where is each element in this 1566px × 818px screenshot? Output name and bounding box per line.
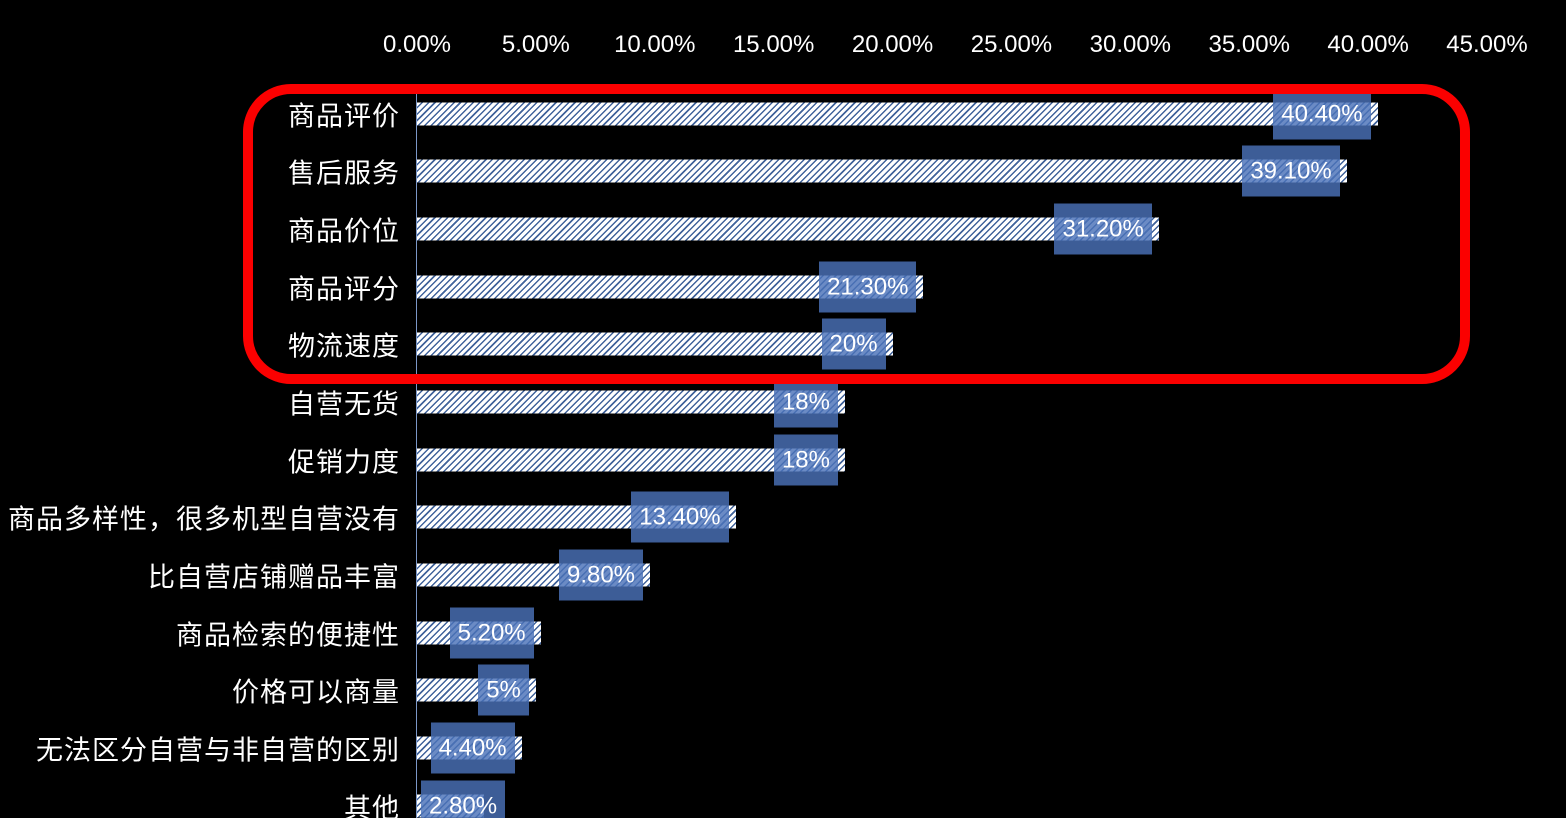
x-axis-tick-label: 0.00% [382,31,452,58]
x-axis-tick-label: 10.00% [614,31,696,58]
x-axis-tick-label: 45.00% [1446,31,1528,58]
value-label: 5% [478,664,529,716]
bar-row: 比自营店铺赠品丰富 9.80% [0,546,1566,604]
bar-row: 物流速度 20% [0,316,1566,374]
category-label: 商品价位 [288,216,400,247]
category-label: 其他 [344,793,400,818]
bar [417,217,1159,241]
bar [417,102,1378,126]
bar [417,159,1347,183]
category-label: 商品评价 [288,101,400,132]
category-label: 自营无货 [288,389,400,420]
category-label: 比自营店铺赠品丰富 [148,562,400,593]
bar-row: 促销力度 18% [0,431,1566,489]
value-label: 4.40% [430,722,515,774]
value-label: 40.40% [1273,88,1371,140]
bar-row: 售后服务 39.10% [0,143,1566,201]
value-label: 2.80% [421,780,506,818]
x-axis-tick-label: 20.00% [851,31,934,58]
value-label: 31.20% [1054,203,1152,255]
category-label: 商品多样性，很多机型自营没有 [8,504,400,535]
y-axis-line [416,85,417,818]
category-label: 促销力度 [288,447,400,478]
value-label: 21.30% [819,261,917,313]
x-axis-tick-label: 30.00% [1089,31,1172,58]
x-axis-tick-label: 35.00% [1208,31,1290,58]
value-label: 5.20% [449,607,534,659]
bar [417,390,845,414]
bar-row: 商品评价 40.40% [0,85,1566,143]
category-label: 物流速度 [288,331,400,362]
bar-row: 商品检索的便捷性 5.20% [0,604,1566,662]
category-label: 价格可以商量 [232,677,400,708]
value-label: 39.10% [1242,145,1340,197]
category-label: 售后服务 [288,158,400,189]
value-label: 13.40% [631,491,729,543]
value-label: 20% [821,318,886,370]
x-axis-tick-label: 5.00% [501,31,570,58]
x-axis-tick-label: 25.00% [970,31,1053,58]
category-label: 商品评分 [288,274,400,305]
bar [417,332,893,356]
value-label: 9.80% [558,549,644,601]
bar-row: 无法区分自营与非自营的区别 4.40% [0,719,1566,777]
value-label: 18% [773,434,838,486]
bar-row: 价格可以商量 5% [0,662,1566,720]
x-axis-tick-label: 15.00% [732,31,815,58]
bar [417,275,924,299]
category-label: 商品检索的便捷性 [176,620,400,651]
bar [417,448,845,472]
bar-row: 商品评分 21.30% [0,258,1566,316]
bar-row: 其他 2.80% [0,777,1566,818]
bar-row: 自营无货 18% [0,373,1566,431]
x-axis-tick-label: 40.00% [1327,31,1409,58]
value-label: 18% [773,376,838,428]
bar-row: 商品价位 31.20% [0,200,1566,258]
bar-row: 商品多样性，很多机型自营没有 13.40% [0,489,1566,547]
category-label: 无法区分自营与非自营的区别 [36,735,400,766]
